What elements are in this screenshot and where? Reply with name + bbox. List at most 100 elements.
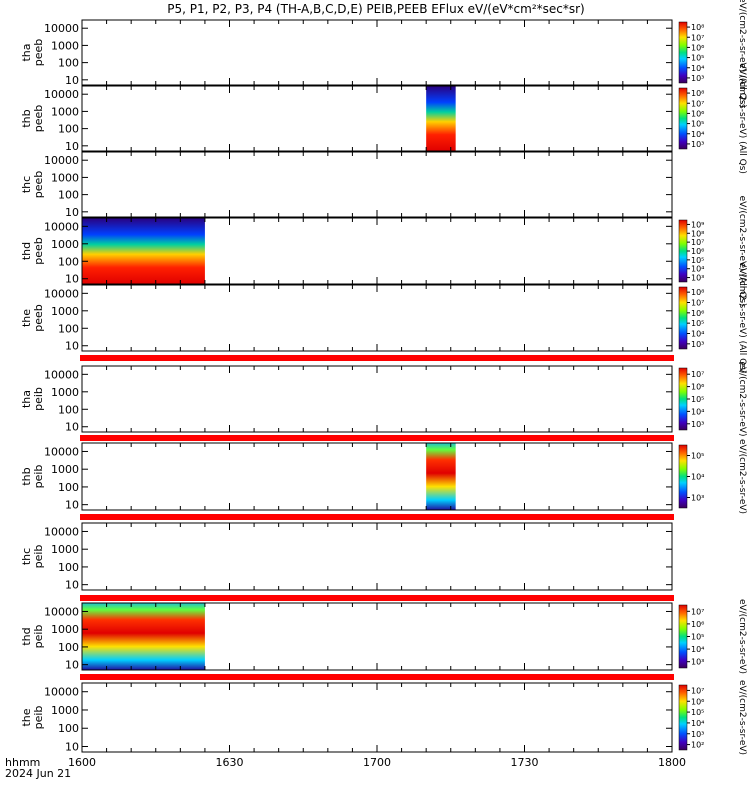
colorbar-tick-label: 10⁴ xyxy=(691,130,704,139)
colorbar-tick-label: 10⁸ xyxy=(691,89,704,98)
colorbar-tick-label: 10⁵ xyxy=(691,54,704,63)
colorbar-label: eV/(cm2-s-sr-eV) xyxy=(737,680,747,755)
chart-title: P5, P1, P2, P3, P4 (TH-A,B,C,D,E) PEIB,P… xyxy=(167,2,584,16)
colorbar-tick-label: 10² xyxy=(691,741,704,750)
colorbar xyxy=(678,684,688,751)
y-tick-label: 10000 xyxy=(44,445,79,458)
y-tick-label: 10000 xyxy=(44,605,79,618)
panel-frame xyxy=(81,442,673,511)
y-tick-label: 1000 xyxy=(51,543,79,556)
y-tick-label: 10000 xyxy=(44,686,79,699)
y-tick-label: 1000 xyxy=(51,39,79,52)
y-tick-label: 10000 xyxy=(44,287,79,300)
colorbar-tick-label: 10⁷ xyxy=(691,299,704,308)
x-axis-label-line1: hhmm xyxy=(5,756,40,769)
colorbar-tick-label: 10⁵ xyxy=(691,256,704,265)
panel-probe-label: the xyxy=(20,708,33,726)
colorbar-tick-label: 10³ xyxy=(691,420,704,429)
y-tick-label: 10 xyxy=(65,499,79,512)
status-bar xyxy=(80,514,674,520)
x-axis-label-line2: 2024 Jun 21 xyxy=(5,767,71,780)
y-tick-label: 1000 xyxy=(51,171,79,184)
panel-probe-label: thd xyxy=(20,242,33,260)
colorbar-tick-label: 10³ xyxy=(691,274,704,283)
x-tick-label: 1630 xyxy=(216,756,244,769)
y-tick-label: 100 xyxy=(58,189,79,202)
y-tick-label: 1000 xyxy=(51,704,79,717)
panel-probe-label: tha xyxy=(20,390,33,408)
panel-thc-peib: 10 100 1000 10000 thc peib xyxy=(20,522,674,601)
colorbar-tick-label: 10⁷ xyxy=(691,607,704,616)
y-tick-label: 10 xyxy=(65,340,79,353)
colorbar-tick-label: 10⁴ xyxy=(691,64,704,73)
y-tick-label: 10 xyxy=(65,206,79,219)
x-tick-label: 1700 xyxy=(363,756,391,769)
colorbar-tick-label: 10⁵ xyxy=(691,120,704,129)
y-tick-label: 100 xyxy=(58,561,79,574)
status-bar xyxy=(80,355,674,361)
colorbar-tick-label: 10⁵ xyxy=(691,319,704,328)
x-tick-label: 1600 xyxy=(68,756,96,769)
colorbar-tick-label: 10⁵ xyxy=(691,708,704,717)
colorbar-label: eV/(cm2-s-sr-eV) xyxy=(737,439,747,514)
y-tick-label: 1000 xyxy=(51,238,79,251)
colorbar xyxy=(678,444,688,509)
panel-frame xyxy=(81,151,673,218)
spectrogram-block xyxy=(426,86,456,151)
colorbar-tick-label: 10⁶ xyxy=(691,383,704,392)
colorbar xyxy=(678,286,688,350)
y-tick-label: 10 xyxy=(65,273,79,286)
panel-probe-label: thc xyxy=(20,176,33,193)
panel-species-label: peib xyxy=(32,545,45,569)
panel-frame xyxy=(81,682,673,753)
y-tick-label: 100 xyxy=(58,403,79,416)
panel-species-label: peeb xyxy=(32,304,45,332)
panel-the-peib: 10 100 1000 10000 the peib 10² 10³ 10⁴ 10⁵ 10⁶ 10⁷ e… xyxy=(20,680,747,755)
panel-species-label: peib xyxy=(32,465,45,489)
colorbar-tick-label: 10⁴ xyxy=(691,330,704,339)
y-tick-label: 10000 xyxy=(44,220,79,233)
colorbar-label: eV/(cm2-s-sr-eV) (All Qs) xyxy=(737,196,747,307)
colorbar-tick-label: 10⁴ xyxy=(691,473,704,482)
y-tick-label: 1000 xyxy=(51,305,79,318)
y-tick-label: 100 xyxy=(58,123,79,136)
panel-probe-label: thb xyxy=(20,109,33,127)
y-tick-label: 100 xyxy=(58,641,79,654)
colorbar xyxy=(678,604,688,669)
panel-frame xyxy=(81,522,673,591)
colorbar-tick-label: 10⁷ xyxy=(691,686,704,695)
panel-probe-label: thd xyxy=(20,627,33,645)
colorbar xyxy=(678,87,688,150)
colorbar-tick-label: 10⁴ xyxy=(691,407,704,416)
colorbar-tick-label: 10⁴ xyxy=(691,265,704,274)
colorbar-label: eV/(cm2-s-sr-eV) xyxy=(737,361,747,436)
y-tick-label: 100 xyxy=(58,481,79,494)
colorbar-tick-label: 10⁸ xyxy=(691,288,704,297)
y-tick-label: 100 xyxy=(58,322,79,335)
colorbar xyxy=(678,219,688,283)
status-bar xyxy=(80,595,674,601)
colorbar-tick-label: 10⁹ xyxy=(691,220,704,229)
colorbar-tick-label: 10³ xyxy=(691,140,704,149)
y-tick-label: 10 xyxy=(65,421,79,434)
spectrogram-block xyxy=(426,443,456,510)
panel-species-label: peeb xyxy=(32,171,45,199)
y-tick-label: 100 xyxy=(58,57,79,70)
colorbar-tick-label: 10⁶ xyxy=(691,247,704,256)
y-tick-label: 10000 xyxy=(44,22,79,35)
colorbar-tick-label: 10⁵ xyxy=(691,633,704,642)
x-tick-label: 1730 xyxy=(511,756,539,769)
x-tick-label: 1800 xyxy=(658,756,686,769)
colorbar-tick-label: 10⁴ xyxy=(691,645,704,654)
panel-probe-label: thb xyxy=(20,467,33,485)
colorbar-tick-label: 10³ xyxy=(691,730,704,739)
colorbar xyxy=(678,367,688,431)
colorbar-tick-label: 10⁷ xyxy=(691,238,704,247)
y-tick-label: 100 xyxy=(58,722,79,735)
panel-tha-peib: 10 100 1000 10000 tha peib 10³ 10⁴ 10⁵ 10⁶ 10⁷ eV/(… xyxy=(20,361,747,441)
y-tick-label: 100 xyxy=(58,255,79,268)
y-tick-label: 10000 xyxy=(44,525,79,538)
status-bar xyxy=(80,435,674,441)
